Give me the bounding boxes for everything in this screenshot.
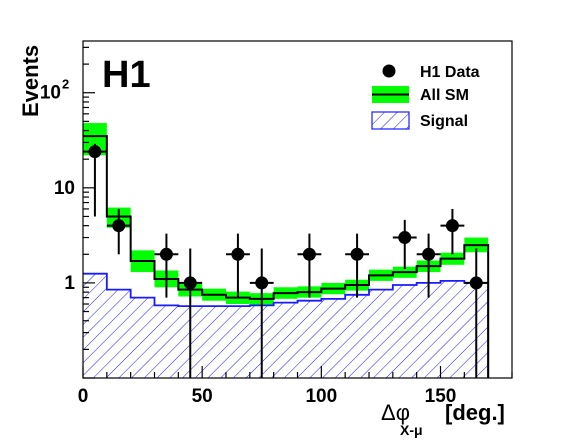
- data-point: [178, 248, 203, 378]
- data-point: [297, 233, 322, 298]
- experiment-label: H1: [102, 54, 151, 96]
- y-tick-label: 1: [64, 273, 75, 294]
- x-tick-label: 150: [425, 386, 457, 407]
- x-tick-label: 0: [78, 386, 89, 407]
- sm-step-line: [83, 135, 490, 378]
- data-marker: [302, 247, 316, 261]
- data-marker: [183, 276, 197, 290]
- data-point: [416, 233, 441, 298]
- x-tick-label: 50: [192, 386, 213, 407]
- legend-label-signal: Signal: [420, 113, 468, 130]
- x-axis-title-unit: [deg.]: [445, 400, 505, 425]
- data-marker: [422, 247, 436, 261]
- legend-signal-swatch: [371, 111, 410, 130]
- x-tick-label: 100: [305, 386, 337, 407]
- data-marker: [88, 145, 102, 159]
- signal-histogram: [83, 272, 490, 378]
- legend-label-all-sm: All SM: [420, 87, 469, 104]
- y-axis-title: Events: [18, 45, 43, 117]
- data-point: [345, 233, 369, 298]
- y-tick-label-exponent: 2: [62, 77, 69, 92]
- data-point: [106, 208, 131, 255]
- y-tick-label: 10: [54, 178, 75, 199]
- data-point: [249, 248, 274, 378]
- data-point: [83, 143, 107, 217]
- x-axis-title-main: Δφ: [381, 400, 410, 425]
- data-point: [464, 248, 489, 378]
- sm-uncertainty-band: [83, 123, 489, 306]
- legend-data-marker: [382, 64, 396, 78]
- data-marker: [112, 219, 126, 233]
- data-marker: [231, 247, 245, 261]
- x-axis-title-subscript: X-μ: [400, 422, 423, 438]
- y-tick-label: 10: [40, 83, 61, 104]
- legend: H1 Data All SM Signal: [371, 64, 480, 130]
- h1-data-points: [83, 143, 489, 378]
- data-point: [226, 233, 250, 298]
- data-marker: [350, 247, 364, 261]
- legend-label-h1-data: H1 Data: [420, 64, 480, 81]
- data-point: [392, 219, 417, 270]
- data-marker: [445, 219, 459, 233]
- data-point: [154, 233, 179, 298]
- signal-outline: [83, 272, 490, 378]
- data-point: [440, 208, 465, 255]
- data-marker: [159, 247, 173, 261]
- data-marker: [255, 276, 269, 290]
- x-axis-title: Δφ X-μ [deg.]: [381, 400, 505, 438]
- all-sm-histogram: [83, 135, 490, 378]
- data-marker: [398, 231, 412, 245]
- signal-hatch-area: [83, 273, 489, 378]
- data-marker: [469, 276, 483, 290]
